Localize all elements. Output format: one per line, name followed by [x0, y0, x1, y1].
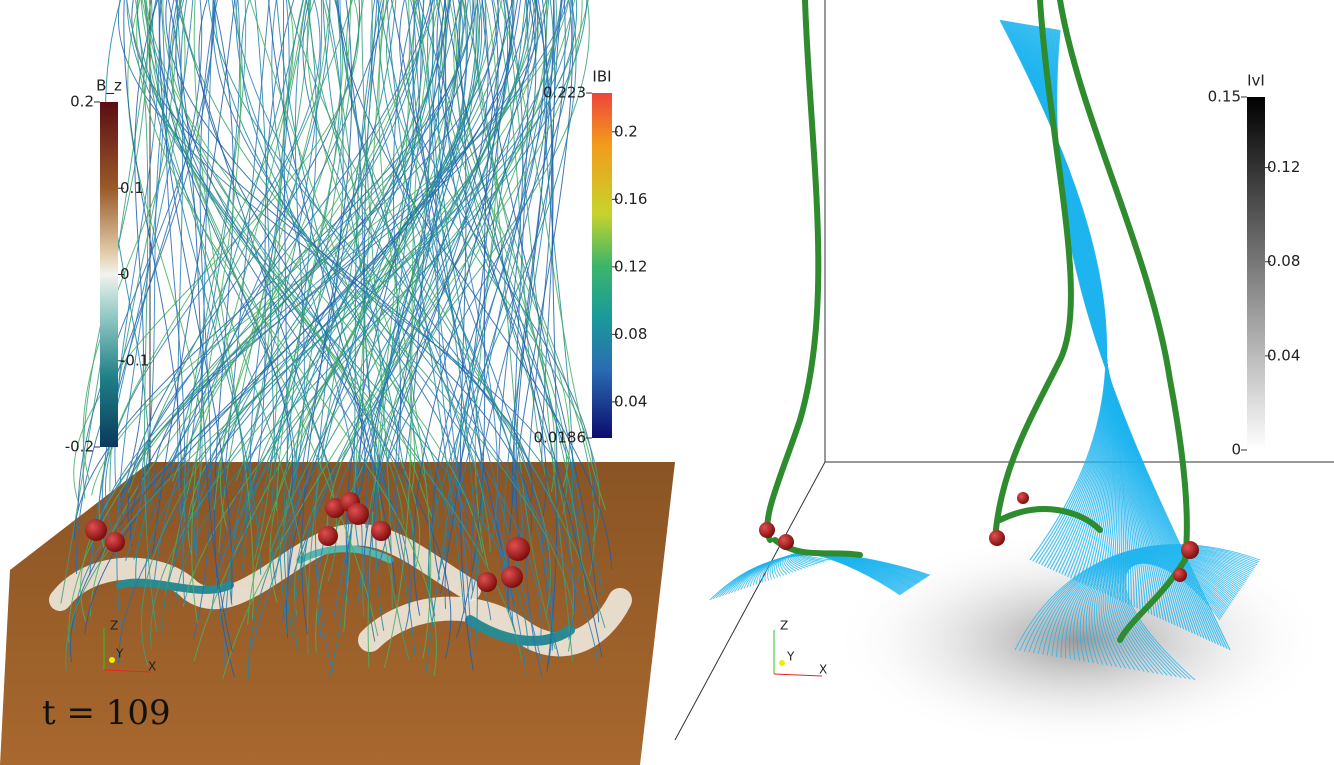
- null-point: [506, 537, 530, 561]
- tick-label: 0.2: [614, 122, 638, 140]
- tick-label: 0.04: [614, 392, 647, 410]
- colorbar: [592, 93, 612, 438]
- axis-label: X: [819, 663, 827, 677]
- scene: B_z -0.2 0.2 0.1 0 -0.1 IBI 0.0186 0.223 0.2 0.16 0…: [0, 0, 1334, 765]
- axis-label: X: [148, 660, 156, 674]
- colorbar-title: IBI: [592, 68, 611, 86]
- tick-label: 0.0186: [534, 429, 587, 447]
- tick-label: 0.12: [614, 257, 647, 275]
- tick-label: 0.15: [1208, 88, 1241, 106]
- colorbar: [1247, 97, 1265, 450]
- null-point: [105, 532, 125, 552]
- axis-label: Z: [780, 619, 788, 633]
- axis-label: Z: [110, 619, 118, 633]
- page: B_z -0.2 0.2 0.1 0 -0.1 IBI 0.0186 0.223 0.2 0.16 0…: [0, 0, 1334, 765]
- tick-label: -0.1: [120, 351, 149, 369]
- null-point: [1181, 541, 1199, 559]
- null-point: [85, 519, 107, 541]
- null-point: [989, 530, 1005, 546]
- null-point: [501, 566, 523, 588]
- tick-label: 0.12: [1267, 158, 1300, 176]
- null-point: [318, 526, 338, 546]
- null-point: [778, 534, 794, 550]
- tick-label: 0.2: [70, 93, 94, 111]
- tick-label: 0.16: [614, 190, 647, 208]
- null-point: [1173, 568, 1187, 582]
- tick-label: 0.04: [1267, 346, 1300, 364]
- null-point: [1017, 492, 1029, 504]
- tick-label: -0.2: [65, 438, 94, 456]
- colorbar-title: IvI: [1247, 72, 1265, 90]
- null-point: [477, 572, 497, 592]
- tick-label: 0: [1231, 441, 1241, 459]
- tick-label: 0.1: [120, 179, 144, 197]
- axis-label: Y: [115, 647, 124, 661]
- tick-label: 0.223: [543, 84, 586, 102]
- null-point: [759, 522, 775, 538]
- tick-label: 0.08: [614, 325, 647, 343]
- colorbar-title: B_z: [96, 77, 122, 96]
- tick-label: 0: [120, 265, 130, 283]
- time-label: t = 109: [42, 693, 171, 733]
- axis-label: Y: [786, 650, 795, 664]
- tick-label: 0.08: [1267, 252, 1300, 270]
- null-point: [371, 521, 391, 541]
- null-point: [347, 503, 369, 525]
- colorbar: [100, 102, 118, 447]
